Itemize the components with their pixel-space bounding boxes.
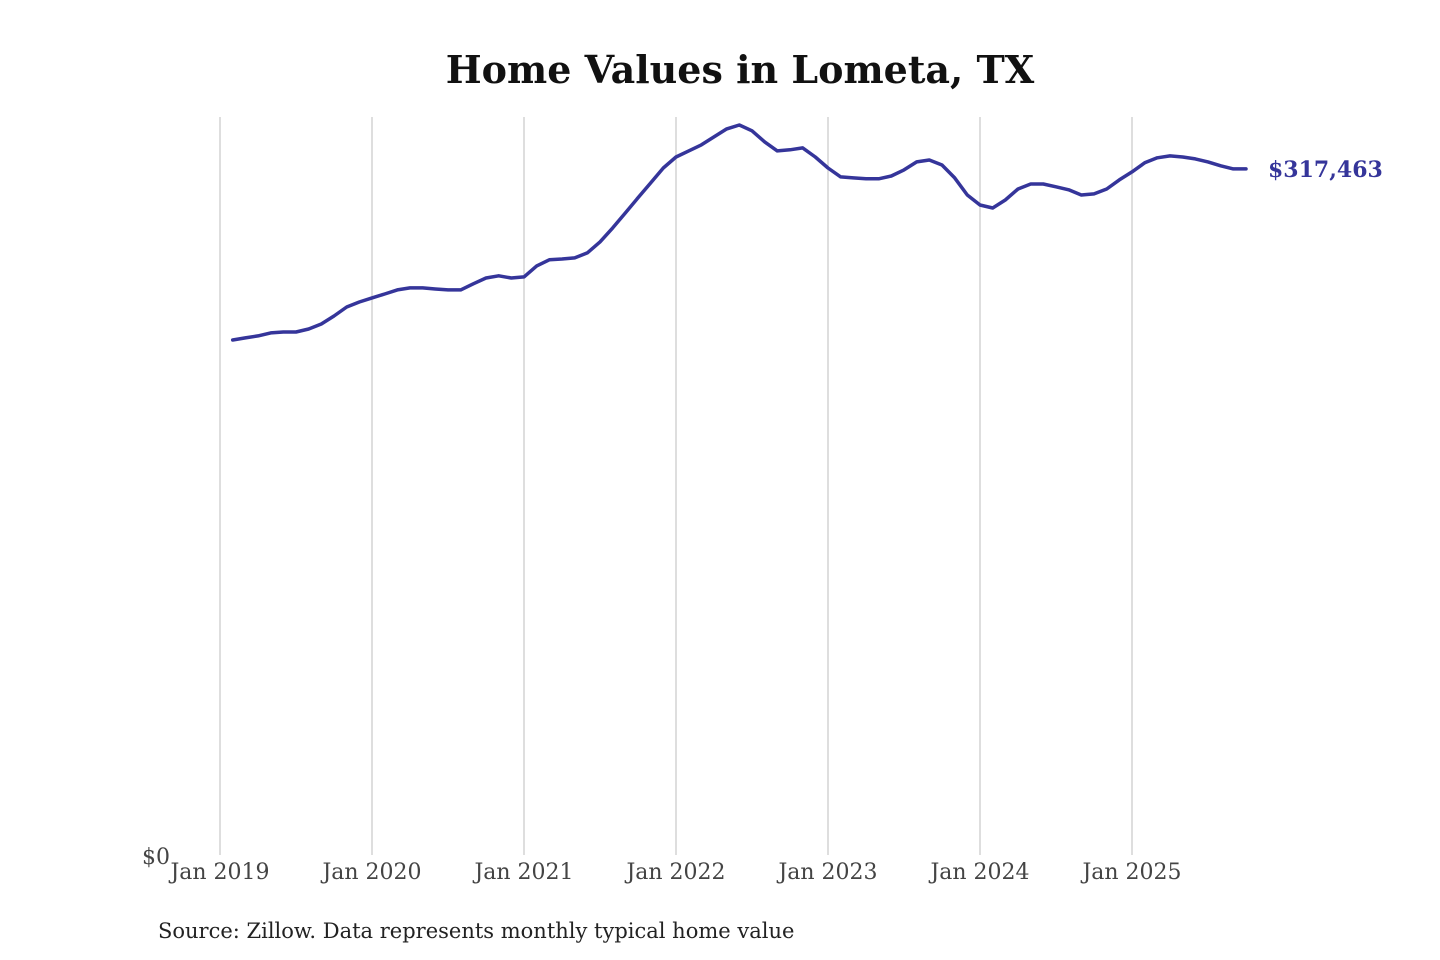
gridlines: [219, 117, 1133, 855]
x-tick-label: Jan 2022: [624, 860, 725, 885]
series-line: [230, 123, 1248, 342]
x-tick-label: Jan 2025: [1080, 860, 1181, 885]
source-note: Source: Zillow. Data represents monthly …: [158, 919, 794, 943]
y-tick-label: $0: [142, 845, 170, 870]
x-tick-label: Jan 2021: [472, 860, 573, 885]
x-tick-label: Jan 2019: [168, 860, 269, 885]
end-value-label: $317,463: [1268, 157, 1383, 183]
x-tick-label: Jan 2023: [776, 860, 877, 885]
x-tick-label: Jan 2024: [928, 860, 1029, 885]
x-axis-ticks: Jan 2019 Jan 2020 Jan 2021 Jan 2022 Jan 2023…: [168, 860, 1181, 885]
chart-title: Home Values in Lometa, TX: [446, 47, 1035, 92]
x-tick-label: Jan 2020: [320, 860, 421, 885]
data-points: [232, 124, 1247, 341]
